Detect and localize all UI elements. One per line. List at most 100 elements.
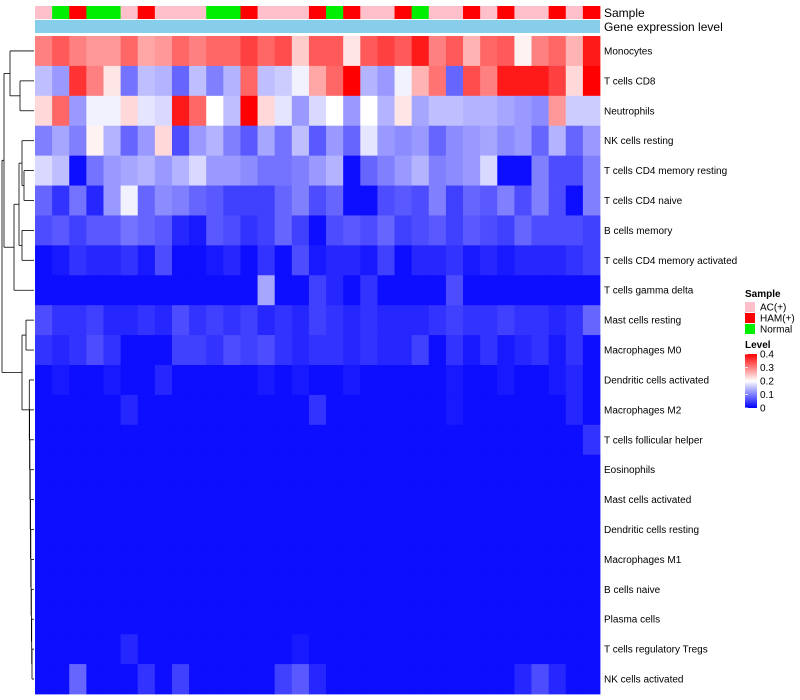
heatmap-cell xyxy=(86,275,104,306)
heatmap-cell xyxy=(189,95,207,127)
heatmap-cell xyxy=(189,125,207,157)
heatmap-cell xyxy=(274,36,293,67)
row-label: T cells CD8 xyxy=(604,76,656,87)
heatmap-cell xyxy=(103,215,122,246)
heatmap-cell xyxy=(206,215,224,246)
heatmap-cell xyxy=(463,65,481,97)
heatmap-cell xyxy=(189,215,207,246)
heatmap-cell xyxy=(189,245,207,276)
heatmap-cell xyxy=(52,36,70,67)
heatmap-cell xyxy=(257,394,276,426)
heatmap-cell xyxy=(514,185,532,216)
heatmap-cell xyxy=(120,245,139,276)
heatmap-cell xyxy=(171,604,190,635)
heatmap-cell xyxy=(257,245,276,276)
heatmap-cell xyxy=(206,65,224,97)
heatmap-cell xyxy=(326,365,344,396)
heatmap-cell xyxy=(445,185,464,216)
heatmap-cell xyxy=(52,95,70,127)
heatmap-cell xyxy=(497,365,515,396)
heatmap-cell xyxy=(326,245,344,276)
heatmap-cell xyxy=(411,245,430,276)
annotation-label-gene-expression: Gene expression level xyxy=(604,20,723,34)
heatmap-cell xyxy=(582,185,601,216)
heatmap-cell xyxy=(411,454,430,486)
heatmap-cell xyxy=(445,454,464,486)
row-label: Mast cells activated xyxy=(604,495,691,506)
heatmap-cell xyxy=(514,36,532,67)
heatmap-cell xyxy=(35,335,53,366)
heatmap-cell xyxy=(514,664,532,695)
heatmap-cell xyxy=(274,245,293,276)
row-label: Eosinophils xyxy=(604,465,655,476)
heatmap-cell xyxy=(69,155,87,186)
heatmap-cell xyxy=(69,125,87,157)
sample-annotation-cell xyxy=(514,6,532,19)
heatmap-cell xyxy=(240,275,258,306)
sample-annotation-cell xyxy=(394,6,413,19)
heatmap-cell xyxy=(120,36,139,67)
row-label: Macrophages M1 xyxy=(604,555,682,566)
heatmap-cell xyxy=(514,454,532,486)
heatmap-cell xyxy=(308,125,327,157)
heatmap-cell xyxy=(514,335,532,366)
heatmap-cell xyxy=(411,65,430,97)
heatmap-cell xyxy=(120,634,139,665)
heatmap-cell xyxy=(548,454,567,486)
heatmap-cell xyxy=(120,305,139,336)
heatmap-cell xyxy=(360,664,378,695)
heatmap-cell xyxy=(565,245,584,276)
heatmap-cell xyxy=(223,275,241,306)
heatmap-cell xyxy=(343,125,361,157)
row-label: T cells regulatory Tregs xyxy=(604,645,708,656)
heatmap-cell xyxy=(35,634,53,665)
heatmap-cell xyxy=(257,36,276,67)
heatmap-cell xyxy=(394,514,413,545)
heatmap-cell xyxy=(257,365,276,396)
heatmap-cell xyxy=(308,185,327,216)
heatmap-cell xyxy=(52,634,70,665)
heatmap-cell xyxy=(189,365,207,396)
sample-annotation-cell xyxy=(171,6,190,19)
heatmap-cell xyxy=(531,365,550,396)
heatmap-cell xyxy=(206,335,224,366)
heatmap-cell xyxy=(308,574,327,605)
heatmap-cell xyxy=(582,125,601,157)
heatmap-cell xyxy=(154,394,173,426)
heatmap-cell xyxy=(531,454,550,486)
heatmap-cell xyxy=(308,335,327,366)
heatmap-cell xyxy=(360,604,378,635)
heatmap-cell xyxy=(428,544,447,575)
heatmap-cell xyxy=(35,365,53,396)
heatmap-cell xyxy=(171,125,190,157)
heatmap-cell xyxy=(274,514,293,545)
heatmap-cell xyxy=(137,65,156,97)
heatmap-cell xyxy=(377,394,395,426)
heatmap-cell xyxy=(411,185,430,216)
heatmap-cell xyxy=(137,454,156,486)
heatmap-cell xyxy=(531,185,550,216)
heatmap-cell xyxy=(497,484,515,515)
heatmap-cell xyxy=(428,125,447,157)
heatmap-cell xyxy=(411,95,430,127)
heatmap-cell xyxy=(463,664,481,695)
heatmap-cell xyxy=(35,95,53,127)
heatmap-cell xyxy=(445,394,464,426)
heatmap-cell xyxy=(428,305,447,336)
heatmap-cell xyxy=(326,574,344,605)
heatmap-cell xyxy=(189,424,207,456)
heatmap-cell xyxy=(377,514,395,545)
heatmap-cell xyxy=(394,185,413,216)
heatmap-cell xyxy=(463,185,481,216)
heatmap-cell xyxy=(463,484,481,515)
heatmap-cell xyxy=(531,245,550,276)
heatmap-cell xyxy=(582,155,601,186)
heatmap-cell xyxy=(291,215,310,246)
heatmap-cell xyxy=(86,95,104,127)
heatmap-cell xyxy=(497,155,515,186)
heatmap-cell xyxy=(360,394,378,426)
heatmap-cell xyxy=(223,155,241,186)
heatmap-cell xyxy=(480,215,498,246)
heatmap-cell xyxy=(86,245,104,276)
heatmap-cell xyxy=(343,305,361,336)
